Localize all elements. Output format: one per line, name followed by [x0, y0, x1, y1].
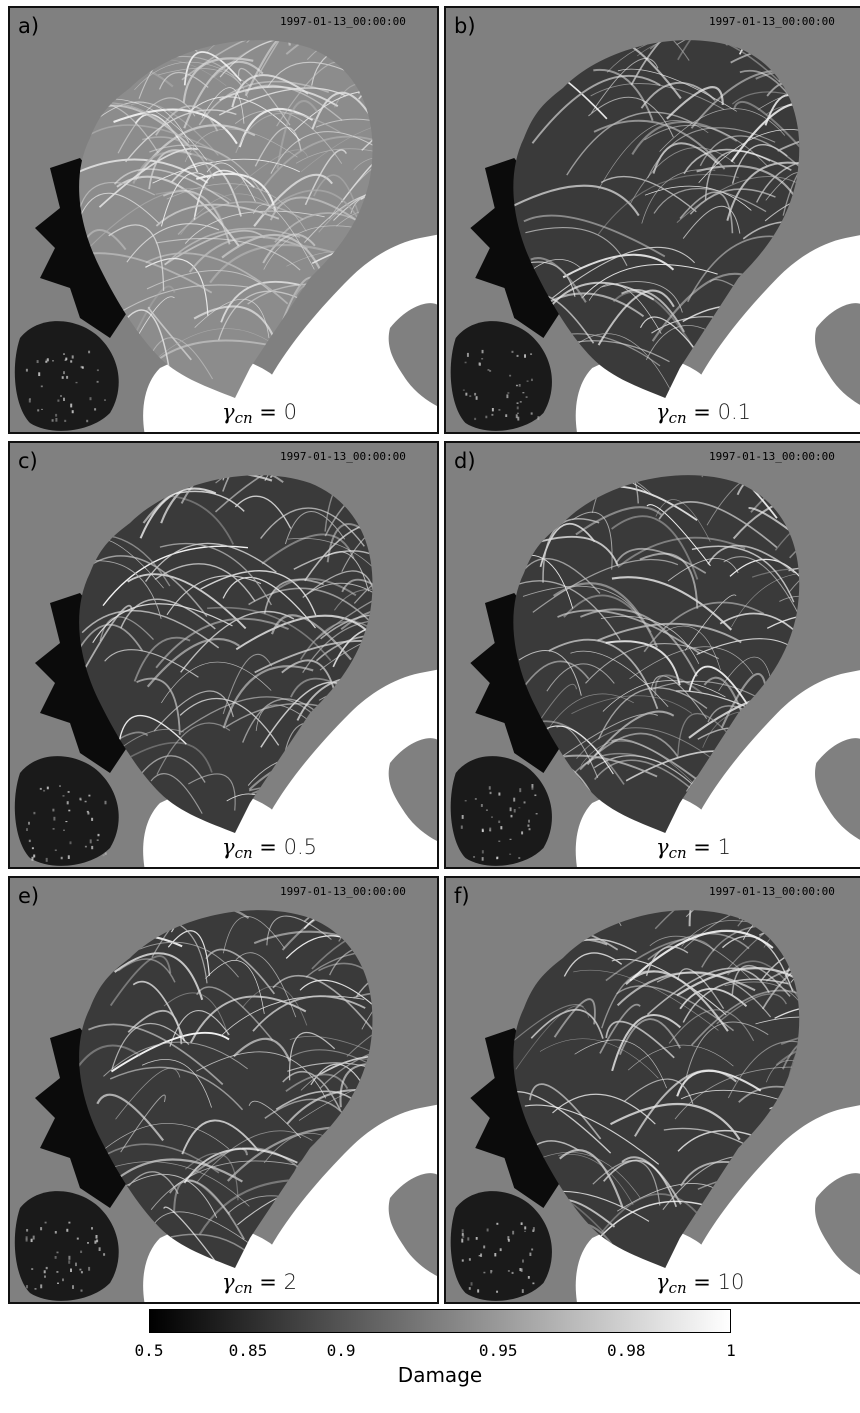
panel-c: c) 1997-01-13_00:00:00 γcn = 0.5 [8, 441, 439, 869]
panel-letter: b) [454, 14, 476, 38]
timestamp: 1997-01-13_00:00:00 [709, 450, 835, 463]
colorbar-tick-label: 0.98 [606, 1341, 646, 1360]
sea-ice-damage-map [14, 40, 437, 432]
colorbar [149, 1309, 731, 1333]
sea-ice-damage-map [450, 910, 860, 1302]
colorbar-tick-label: 0.85 [228, 1341, 268, 1360]
gamma-label: γcn = 10 [656, 1270, 745, 1297]
gamma-label: γcn = 0.5 [222, 835, 317, 862]
colorbar-tick-label: 1 [726, 1341, 736, 1360]
sea-ice-damage-map [450, 40, 860, 432]
panel-letter: c) [18, 449, 38, 473]
panel-d: d) 1997-01-13_00:00:00 γcn = 1 [444, 441, 860, 869]
panel-f: f) 1997-01-13_00:00:00 γcn = 10 [444, 876, 860, 1304]
timestamp: 1997-01-13_00:00:00 [709, 885, 835, 898]
panel-letter: d) [454, 449, 476, 473]
panel-letter: e) [18, 884, 40, 908]
sea-ice-damage-map [14, 910, 437, 1302]
sea-ice-damage-map [14, 475, 437, 867]
gamma-label: γcn = 2 [222, 1270, 297, 1297]
gamma-value: 1 [717, 835, 731, 859]
panel-a: a) 1997-01-13_00:00:00 γcn = 0 [8, 6, 439, 434]
timestamp: 1997-01-13_00:00:00 [709, 15, 835, 28]
gamma-value: 0.1 [717, 400, 751, 424]
gamma-label: γcn = 0.1 [656, 400, 751, 427]
gamma-value: 0 [283, 400, 297, 424]
colorbar-tick-label: 0.5 [134, 1341, 164, 1360]
panel-b: b) 1997-01-13_00:00:00 γcn = 0.1 [444, 6, 860, 434]
colorbar-tick-label: 0.9 [326, 1341, 356, 1360]
gamma-value: 2 [283, 1270, 297, 1294]
timestamp: 1997-01-13_00:00:00 [280, 885, 406, 898]
panel-letter: f) [454, 884, 470, 908]
timestamp: 1997-01-13_00:00:00 [280, 450, 406, 463]
gamma-value: 0.5 [283, 835, 317, 859]
gamma-label: γcn = 1 [656, 835, 731, 862]
colorbar-tick-label: 0.95 [478, 1341, 518, 1360]
gamma-label: γcn = 0 [222, 400, 297, 427]
timestamp: 1997-01-13_00:00:00 [280, 15, 406, 28]
colorbar-label: Damage [397, 1363, 483, 1387]
gamma-value: 10 [717, 1270, 745, 1294]
panel-e: e) 1997-01-13_00:00:00 γcn = 2 [8, 876, 439, 1304]
panel-letter: a) [18, 14, 40, 38]
sea-ice-damage-map [450, 475, 860, 867]
